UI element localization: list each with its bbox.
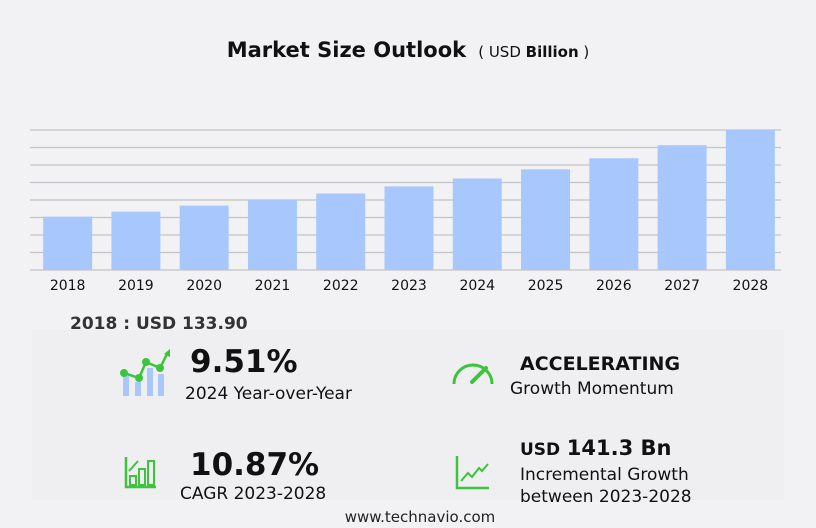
incremental-label-2: between 2023-2028 (520, 487, 692, 507)
stats-panel (32, 330, 784, 500)
base-year-label: 2018 : USD 133.90 (70, 314, 248, 334)
x-tick-label: 2026 (596, 278, 632, 294)
x-tick-label: 2019 (118, 278, 154, 294)
x-tick-label: 2025 (528, 278, 564, 294)
momentum-value: ACCELERATING (520, 353, 681, 375)
chart-title: Market Size Outlook ( USD Billion ) (0, 38, 816, 62)
trend-line-icon (455, 456, 489, 490)
unit-prefix: USD (488, 43, 521, 61)
x-tick-label: 2024 (459, 278, 495, 294)
x-tick-label: 2022 (323, 278, 359, 294)
unit-label: Billion (525, 43, 579, 61)
incremental-amount: 141.3 Bn (566, 436, 672, 460)
title-text: Market Size Outlook (226, 38, 467, 62)
cagr-label: CAGR 2023-2028 (180, 484, 327, 504)
yoy-value: 9.51% (190, 344, 298, 380)
footer-link[interactable]: www.technavio.com (344, 508, 496, 526)
bar-2021 (247, 199, 297, 270)
bar-2027 (657, 145, 707, 270)
title-unit: ( USD Billion ) (473, 43, 590, 61)
bar-chart: 2018 2019 2020 2021 2022 2023 2024 2025 2026 2027… (30, 129, 781, 294)
momentum-label: Growth Momentum (510, 379, 674, 399)
bar-2023 (384, 186, 434, 270)
bar-2018 (43, 216, 93, 270)
bar-2019 (111, 211, 161, 270)
bar-2020 (179, 205, 229, 270)
x-tick-label: 2018 (50, 278, 86, 294)
x-tick-label: 2028 (733, 278, 769, 294)
bar-2025 (521, 169, 571, 270)
incremental-value: USD 141.3 Bn (520, 436, 672, 460)
yoy-label: 2024 Year-over-Year (185, 384, 352, 404)
growth-bars-icon (120, 349, 170, 396)
incremental-label-1: Incremental Growth (520, 465, 689, 485)
speedometer-icon (452, 363, 494, 385)
x-tick-label: 2023 (391, 278, 427, 294)
bar-2026 (589, 158, 639, 270)
bar-chart-up-icon (124, 457, 156, 489)
bar-2022 (316, 193, 366, 270)
x-tick-label: 2020 (186, 278, 222, 294)
incremental-prefix: USD (520, 440, 561, 460)
x-tick-label: 2027 (664, 278, 700, 294)
x-tick-label: 2021 (255, 278, 291, 294)
cagr-value: 10.87% (190, 447, 320, 483)
bar-2028 (725, 130, 775, 270)
bar-2024 (452, 178, 502, 270)
